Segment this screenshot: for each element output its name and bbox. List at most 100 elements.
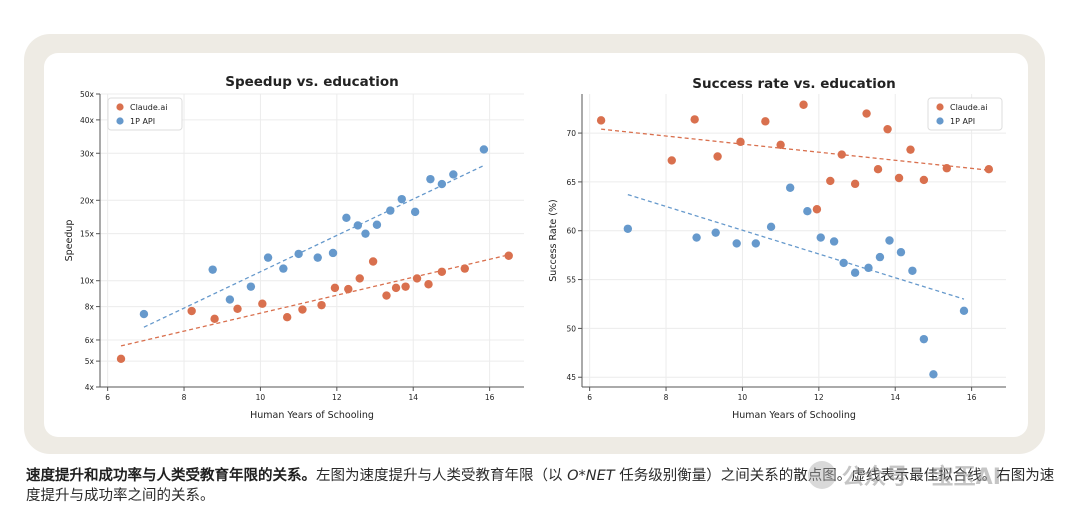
- legend-label: Claude.ai: [950, 103, 987, 112]
- data-point: [896, 248, 906, 257]
- data-point: [330, 283, 340, 293]
- data-point: [826, 176, 835, 186]
- y-tick-label: 8x: [85, 303, 95, 312]
- x-tick-label: 16: [967, 393, 977, 402]
- data-point: [116, 354, 126, 364]
- data-point: [894, 173, 904, 183]
- data-point: [397, 194, 406, 204]
- y-axis-label: Speedup: [64, 220, 75, 262]
- caption-text-1: 左图为速度提升与人类受教育年限（以: [316, 468, 568, 484]
- data-point: [386, 206, 395, 215]
- x-tick-label: 16: [485, 393, 495, 402]
- data-point: [837, 150, 846, 159]
- legend-label: 1P API: [130, 117, 155, 126]
- data-point: [711, 228, 720, 237]
- x-tick-label: 8: [664, 393, 669, 402]
- data-point: [862, 109, 871, 118]
- y-tick-label: 55: [566, 276, 576, 285]
- data-point: [460, 264, 469, 273]
- x-tick-label: 12: [332, 393, 342, 402]
- data-point: [263, 253, 273, 262]
- legend-marker: [936, 117, 944, 125]
- legend-label: 1P API: [950, 117, 975, 126]
- watermark-text: 公众号 · 宝玉AI: [842, 465, 1001, 490]
- data-point: [803, 207, 812, 216]
- data-point: [258, 299, 267, 308]
- legend-box: [927, 97, 1003, 131]
- legend-label: Claude.ai: [130, 103, 167, 112]
- data-point: [372, 220, 382, 229]
- y-tick-label: 5x: [85, 357, 95, 366]
- data-point: [596, 116, 606, 125]
- caption-onet: O*NET: [567, 468, 615, 484]
- data-point: [873, 165, 883, 174]
- data-point: [504, 251, 513, 260]
- data-point: [929, 370, 938, 379]
- data-point: [776, 140, 785, 149]
- data-point: [424, 280, 433, 289]
- data-point: [317, 300, 326, 310]
- y-tick-label: 50x: [80, 90, 95, 99]
- data-point: [368, 257, 378, 266]
- wechat-icon: [808, 461, 836, 489]
- data-point: [667, 156, 676, 165]
- data-point: [246, 282, 256, 291]
- data-point: [883, 124, 892, 134]
- data-point: [984, 165, 994, 174]
- data-point: [864, 263, 873, 273]
- data-point: [294, 249, 303, 259]
- y-tick-label: 50: [566, 324, 576, 333]
- data-point: [401, 282, 410, 291]
- data-point: [875, 252, 885, 262]
- data-point: [692, 233, 701, 242]
- x-axis-label: Human Years of Schooling: [732, 410, 856, 421]
- chart-group: 6 8 10 12 14 16 45 50 55 60 65 70 Success rate vs. e…: [548, 76, 1006, 421]
- data-point: [410, 207, 420, 217]
- data-point: [799, 100, 808, 109]
- watermark: 公众号 · 宝玉AI: [808, 458, 1001, 492]
- y-tick-label: 6x: [85, 336, 95, 345]
- legend-marker: [116, 103, 124, 111]
- data-point: [187, 306, 196, 316]
- data-point: [391, 283, 401, 293]
- figure-caption: 速度提升和成功率与人类受教育年限的关系。左图为速度提升与人类受教育年限（以 O*…: [26, 466, 1056, 506]
- x-axis-label: Human Years of Schooling: [250, 410, 374, 421]
- data-point: [449, 170, 458, 179]
- data-point: [785, 183, 795, 192]
- y-tick-label: 30x: [80, 149, 95, 158]
- data-point: [437, 267, 447, 276]
- y-tick-label: 20x: [80, 196, 95, 205]
- data-point: [412, 274, 422, 283]
- legend-marker: [116, 117, 124, 125]
- x-tick-label: 10: [738, 393, 748, 402]
- data-point: [690, 115, 699, 124]
- x-tick-label: 12: [814, 393, 824, 402]
- x-tick-label: 6: [587, 393, 592, 402]
- y-tick-label: 4x: [85, 383, 95, 392]
- data-point: [344, 284, 353, 294]
- data-point: [906, 145, 915, 154]
- x-tick-label: 6: [105, 393, 110, 402]
- y-tick-label: 40x: [80, 116, 95, 125]
- data-point: [919, 334, 929, 344]
- data-point: [623, 224, 633, 233]
- data-point: [437, 179, 447, 189]
- trend-line: [601, 128, 989, 171]
- caption-text-2: 任务级别衡量）之间关系的散点图。虚线表示最佳拟合线。右图为速度提升与成功率之间的…: [26, 468, 1055, 504]
- data-point: [766, 222, 776, 232]
- data-point: [328, 248, 338, 258]
- y-tick-label: 60: [566, 227, 576, 236]
- data-point: [382, 291, 391, 300]
- data-point: [812, 205, 822, 214]
- data-point: [279, 264, 288, 273]
- data-point: [736, 137, 745, 147]
- y-tick-label: 70: [566, 129, 576, 138]
- data-point: [761, 117, 770, 126]
- chart-group: 6 8 10 12 14 16 4x 5x 6x 8x 10x 15x 20x 30x 40x 50x Spee…: [64, 74, 524, 421]
- legend-box: [107, 97, 183, 131]
- data-point: [751, 239, 761, 248]
- data-point: [908, 266, 917, 275]
- data-point: [313, 253, 322, 262]
